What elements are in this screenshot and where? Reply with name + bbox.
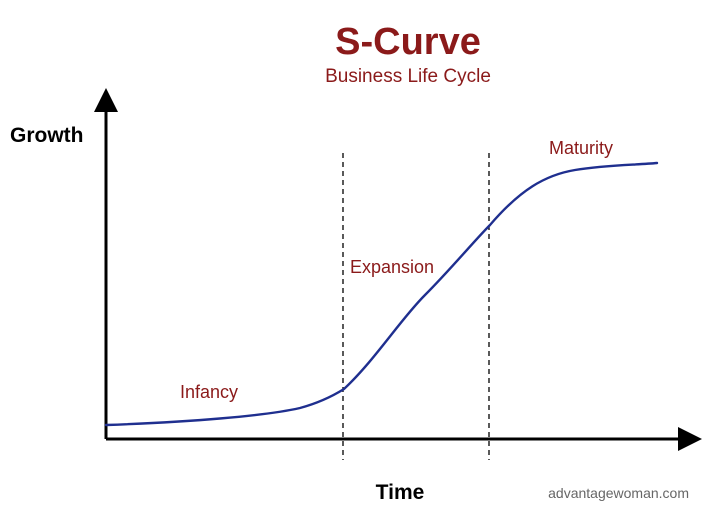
y-axis-label: Growth xyxy=(10,124,84,147)
x-axis-label: Time xyxy=(376,481,425,504)
diagram-title: S-Curve xyxy=(335,21,481,63)
phase-label-infancy: Infancy xyxy=(180,382,238,402)
diagram-subtitle: Business Life Cycle xyxy=(325,66,491,87)
phase-label-maturity: Maturity xyxy=(549,138,613,158)
s-curve-line xyxy=(104,161,659,427)
phase-label-expansion: Expansion xyxy=(350,257,434,277)
source-credit: advantagewoman.com xyxy=(548,485,689,501)
